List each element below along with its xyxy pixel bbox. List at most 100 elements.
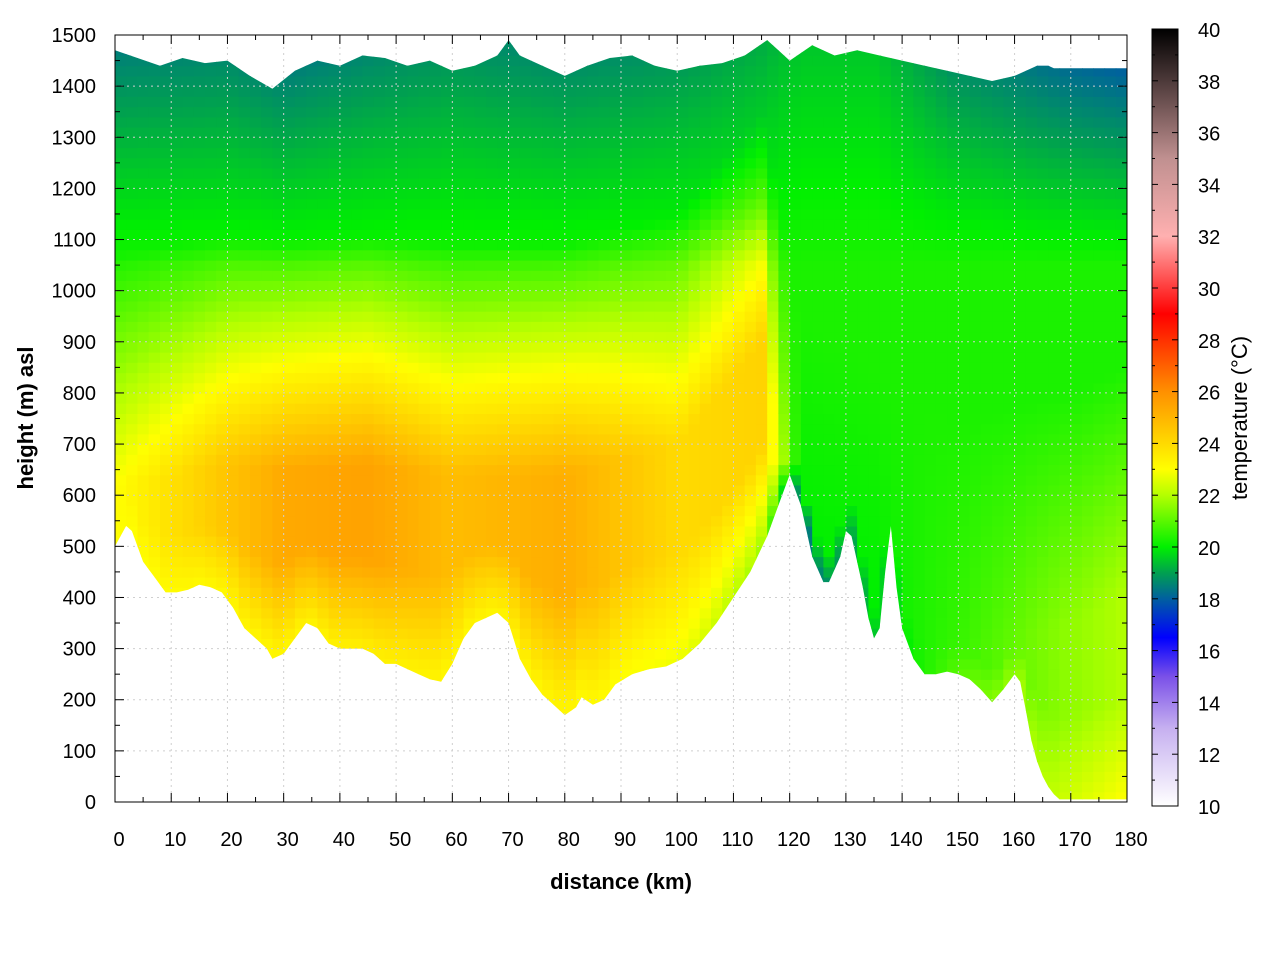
- temperature-cell: [362, 147, 375, 159]
- temperature-cell: [384, 55, 397, 67]
- temperature-cell: [249, 454, 262, 466]
- temperature-cell: [553, 372, 566, 384]
- temperature-cell: [688, 454, 701, 466]
- temperature-cell: [272, 515, 285, 527]
- temperature-cell: [441, 116, 453, 128]
- temperature-cell: [306, 352, 318, 363]
- temperature-cell: [182, 300, 195, 312]
- temperature-cell: [407, 454, 420, 466]
- temperature-cell: [722, 372, 734, 384]
- temperature-cell: [834, 147, 847, 159]
- temperature-cell: [621, 75, 633, 87]
- temperature-cell: [261, 229, 273, 241]
- temperature-cell: [834, 116, 847, 128]
- temperature-cell: [160, 198, 172, 210]
- temperature-cell: [699, 628, 712, 639]
- temperature-cell: [339, 249, 352, 261]
- temperature-cell: [834, 321, 847, 333]
- temperature-cell: [497, 454, 510, 466]
- temperature-cell: [699, 116, 712, 128]
- temperature-cell: [711, 311, 723, 322]
- temperature-cell: [396, 167, 408, 179]
- temperature-cell: [452, 617, 465, 629]
- temperature-cell: [193, 566, 206, 578]
- temperature-cell: [474, 536, 487, 547]
- temperature-cell: [789, 157, 802, 169]
- temperature-cell: [249, 485, 262, 496]
- temperature-cell: [654, 515, 667, 527]
- temperature-cell: [216, 116, 228, 128]
- temperature-cell: [238, 474, 251, 486]
- temperature-cell: [688, 413, 701, 425]
- temperature-cell: [463, 137, 476, 149]
- temperature-cell: [272, 485, 285, 496]
- temperature-cell: [576, 536, 588, 547]
- temperature-cell: [294, 515, 307, 527]
- temperature-cell: [216, 106, 228, 118]
- temperature-cell: [306, 464, 318, 476]
- temperature-cell: [519, 444, 532, 455]
- temperature-cell: [542, 658, 555, 670]
- temperature-cell: [733, 147, 746, 159]
- temperature-cell: [193, 485, 206, 496]
- temperature-cell: [812, 413, 824, 425]
- temperature-cell: [677, 167, 689, 179]
- temperature-cell: [643, 546, 656, 558]
- temperature-cell: [767, 106, 779, 118]
- temperature-cell: [699, 372, 712, 384]
- temperature-cell: [283, 587, 296, 598]
- temperature-cell: [317, 464, 330, 476]
- temperature-cell: [553, 403, 566, 414]
- temperature-cell: [576, 556, 588, 568]
- temperature-cell: [182, 485, 195, 496]
- temperature-cell: [823, 260, 836, 271]
- temperature-cell: [474, 321, 487, 333]
- temperature-cell: [531, 433, 543, 445]
- temperature-cell: [193, 167, 206, 179]
- temperature-cell: [249, 597, 262, 609]
- temperature-cell: [733, 239, 746, 251]
- temperature-cell: [654, 229, 667, 241]
- temperature-cell: [508, 106, 521, 118]
- temperature-cell: [126, 300, 138, 312]
- temperature-cell: [699, 208, 712, 220]
- temperature-cell: [238, 290, 251, 302]
- temperature-cell: [643, 311, 656, 322]
- temperature-cell: [452, 525, 465, 537]
- temperature-cell: [294, 300, 307, 312]
- temperature-cell: [778, 178, 791, 189]
- temperature-cell: [677, 116, 689, 128]
- temperature-cell: [531, 188, 543, 200]
- temperature-cell: [845, 86, 858, 97]
- temperature-cell: [463, 106, 476, 118]
- temperature-cell: [238, 464, 251, 476]
- temperature-cell: [834, 65, 847, 77]
- temperature-cell: [722, 587, 734, 598]
- temperature-cell: [834, 239, 847, 251]
- temperature-cell: [666, 352, 678, 363]
- temperature-cell: [418, 536, 431, 547]
- temperature-cell: [789, 127, 802, 138]
- temperature-cell: [137, 188, 150, 200]
- temperature-cell: [486, 157, 498, 169]
- temperature-cell: [778, 474, 791, 486]
- temperature-cell: [598, 106, 611, 118]
- temperature-cell: [373, 403, 386, 414]
- temperature-cell: [373, 372, 386, 384]
- temperature-cell: [294, 239, 307, 251]
- temperature-cell: [171, 106, 183, 118]
- temperature-cell: [407, 137, 420, 149]
- temperature-cell: [564, 638, 577, 650]
- temperature-cell: [722, 157, 734, 169]
- temperature-cell: [587, 628, 600, 639]
- temperature-cell: [148, 474, 161, 486]
- temperature-cell: [576, 157, 588, 169]
- temperature-cell: [643, 75, 656, 87]
- temperature-cell: [609, 270, 622, 281]
- temperature-cell: [688, 96, 701, 108]
- temperature-cell: [542, 689, 555, 701]
- temperature-cell: [294, 311, 307, 322]
- temperature-cell: [508, 229, 521, 241]
- temperature-cell: [789, 270, 802, 281]
- temperature-cell: [744, 331, 757, 343]
